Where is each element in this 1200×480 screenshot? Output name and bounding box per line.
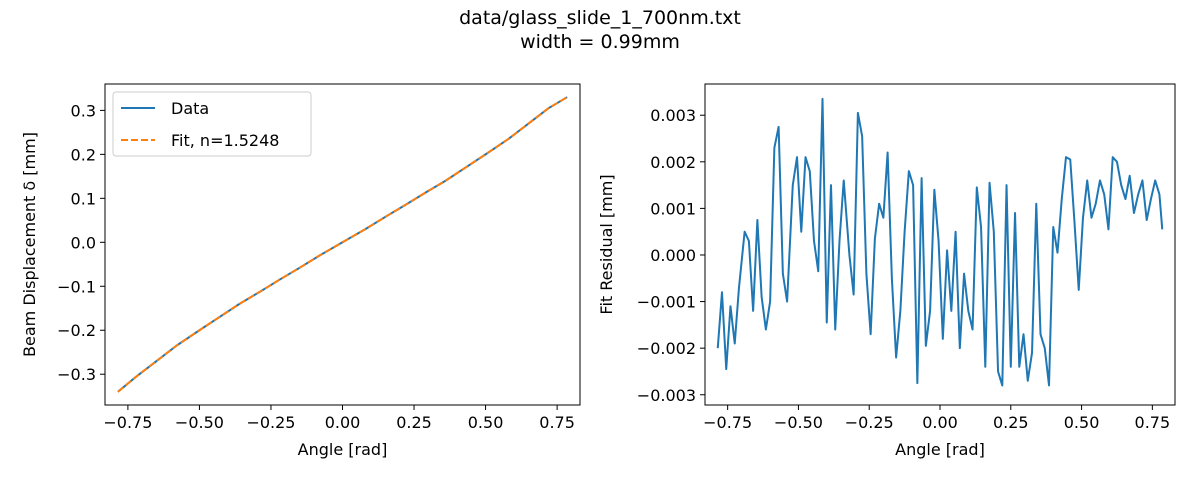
x-tick-label: 0.50 xyxy=(468,413,504,432)
x-tick-label: 0.00 xyxy=(922,413,958,432)
y-tick-label: −0.3 xyxy=(57,365,96,384)
y-tick-label: 0.0 xyxy=(71,233,96,252)
x-tick-label: −0.50 xyxy=(175,413,224,432)
y-tick-label: 0.003 xyxy=(650,106,696,125)
left-chart: −0.75 −0.50 −0.25 0.00 0.25 0.50 0.75 −0.3 −0.2… xyxy=(20,83,581,459)
right-chart-axes-frame xyxy=(704,83,1176,406)
series-line-fit-n-1-5248 xyxy=(117,96,568,393)
left-chart-x-ticks: −0.75 −0.50 −0.25 0.00 0.25 0.50 0.75 xyxy=(103,405,575,432)
y-tick-label: −0.001 xyxy=(637,293,696,312)
x-tick-label: −0.25 xyxy=(246,413,295,432)
y-tick-label: −0.003 xyxy=(637,386,696,405)
legend-fit-label: Fit, n=1.5248 xyxy=(171,131,279,150)
legend-box xyxy=(112,91,312,157)
x-tick-label: 0.25 xyxy=(396,413,432,432)
x-tick-label: −0.75 xyxy=(103,413,152,432)
x-tick-label: 0.50 xyxy=(1064,413,1100,432)
x-tick-label: 0.75 xyxy=(539,413,575,432)
right-chart-series xyxy=(716,97,1164,387)
left-chart-legend: Data Fit, n=1.5248 xyxy=(112,91,312,157)
figure-title-line-2: width = 0.99mm xyxy=(520,31,680,53)
y-tick-label: −0.002 xyxy=(637,339,696,358)
right-chart: −0.75 −0.50 −0.25 0.00 0.25 0.50 0.75 −0.003−0… xyxy=(597,83,1176,459)
y-tick-label: −0.2 xyxy=(57,321,96,340)
left-chart-y-ticks: −0.3 −0.2 −0.1 0.0 0.1 0.2 0.3 xyxy=(57,101,105,384)
x-tick-label: −0.75 xyxy=(703,413,752,432)
y-tick-label: 0.3 xyxy=(71,101,96,120)
left-chart-series xyxy=(117,96,568,393)
figure-title-line-1: data/glass_slide_1_700nm.txt xyxy=(459,7,741,29)
y-tick-label: 0.002 xyxy=(650,153,696,172)
y-tick-label: 0.2 xyxy=(71,145,96,164)
x-tick-label: 0.25 xyxy=(993,413,1029,432)
x-tick-label: −0.25 xyxy=(845,413,894,432)
right-chart-x-axis-label: Angle [rad] xyxy=(895,440,985,459)
right-chart-x-ticks: −0.75 −0.50 −0.25 0.00 0.25 0.50 0.75 xyxy=(703,405,1170,432)
x-tick-label: 0.00 xyxy=(325,413,361,432)
series-line-residual xyxy=(716,97,1164,387)
y-tick-label: 0.000 xyxy=(650,246,696,265)
left-chart-x-axis-label: Angle [rad] xyxy=(298,440,388,459)
legend-data-label: Data xyxy=(171,99,209,118)
y-tick-label: −0.1 xyxy=(57,277,96,296)
y-tick-label: 0.1 xyxy=(71,189,96,208)
y-tick-label: 0.001 xyxy=(650,199,696,218)
x-tick-label: −0.50 xyxy=(774,413,823,432)
right-chart-y-ticks: −0.003 −0.002 −0.001 0.000 0.001 0.002 0.003 xyxy=(637,106,705,405)
left-chart-y-axis-label: Beam Displacement δ [mm] xyxy=(20,132,39,357)
x-tick-label: 0.75 xyxy=(1135,413,1171,432)
right-chart-y-axis-label: Fit Residual [mm] xyxy=(597,174,616,314)
